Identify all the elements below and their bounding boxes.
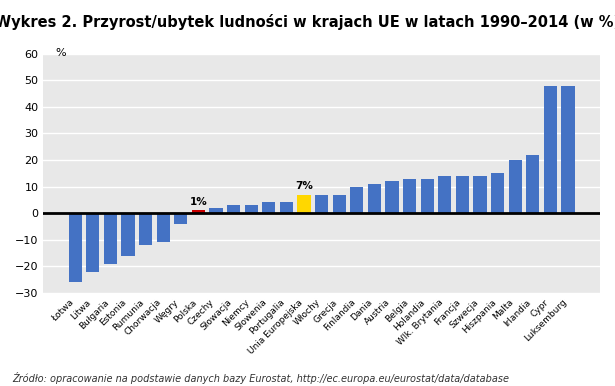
Bar: [368, 184, 381, 213]
Bar: [174, 213, 188, 224]
Bar: [227, 205, 240, 213]
Text: 7%: 7%: [295, 181, 313, 191]
Bar: [526, 155, 539, 213]
Bar: [210, 208, 223, 213]
Bar: [122, 213, 135, 256]
Bar: [421, 179, 434, 213]
Bar: [456, 176, 469, 213]
Bar: [403, 179, 416, 213]
Bar: [69, 213, 82, 282]
Bar: [509, 160, 522, 213]
Bar: [280, 203, 293, 213]
Bar: [386, 181, 399, 213]
Bar: [333, 195, 346, 213]
Bar: [315, 195, 328, 213]
Bar: [544, 86, 557, 213]
Bar: [139, 213, 153, 245]
Bar: [245, 205, 258, 213]
Bar: [491, 173, 504, 213]
Bar: [157, 213, 170, 242]
Bar: [86, 213, 100, 272]
Text: 1%: 1%: [189, 197, 207, 207]
Bar: [298, 195, 311, 213]
Bar: [561, 86, 574, 213]
Bar: [351, 186, 363, 213]
Bar: [192, 210, 205, 213]
Bar: [438, 176, 451, 213]
Bar: [104, 213, 117, 264]
Text: %: %: [56, 48, 66, 58]
Bar: [262, 203, 276, 213]
Bar: [474, 176, 486, 213]
Text: Źródło: opracowanie na podstawie danych bazy Eurostat, http://ec.europa.eu/euros: Źródło: opracowanie na podstawie danych …: [12, 372, 509, 384]
Text: Wykres 2. Przyrost/ubytek ludności w krajach UE w latach 1990–2014 (w %): Wykres 2. Przyrost/ubytek ludności w kra…: [0, 14, 615, 29]
